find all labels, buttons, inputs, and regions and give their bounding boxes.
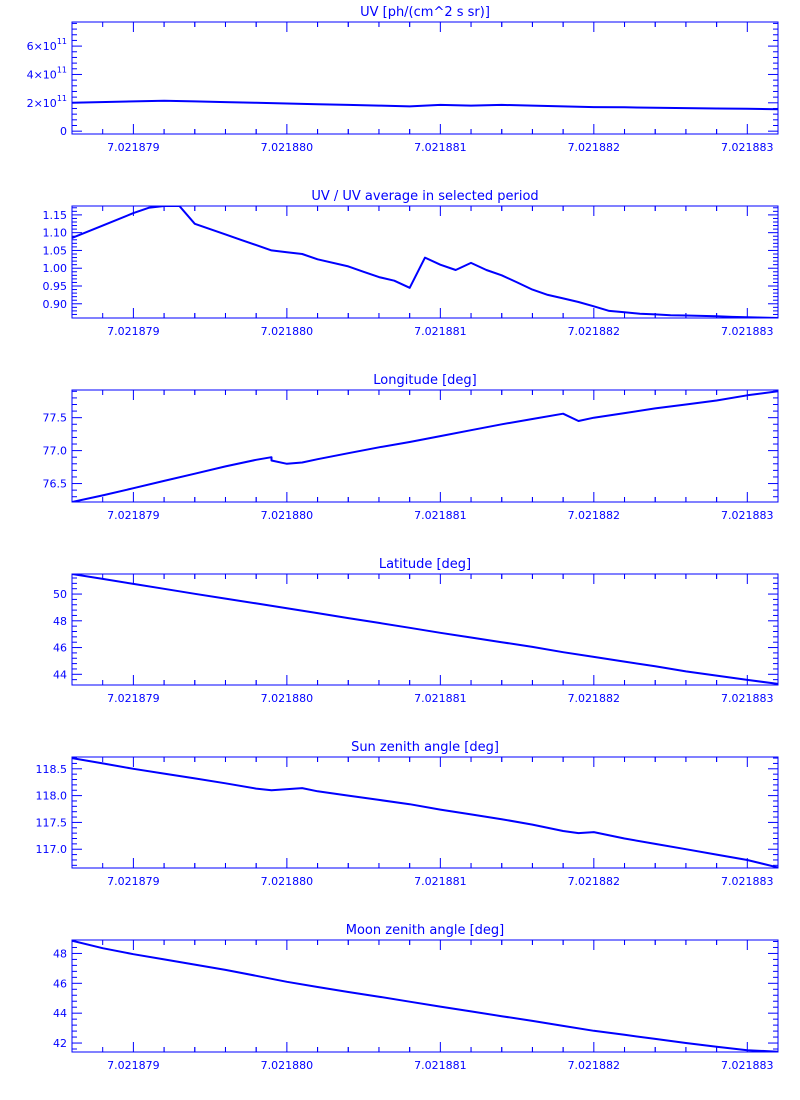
y-tick-label: 2×1011 [27,94,67,110]
x-tick-label: 7.021883 [721,509,774,522]
y-tick-label: 46 [53,642,67,655]
x-tick-label: 7.021880 [261,1059,314,1072]
y-tick-exponent: 11 [57,37,67,46]
chart-title: Moon zenith angle [deg] [346,923,504,938]
series-line [72,206,778,318]
x-tick-label: 7.021881 [414,1059,467,1072]
y-tick-exponent: 11 [57,94,67,103]
y-tick-label: 6×1011 [27,37,67,53]
x-tick-label: 7.021879 [107,325,160,338]
x-tick-label: 7.021883 [721,325,774,338]
x-tick-label: 7.021882 [568,692,621,705]
x-tick-label: 7.021880 [261,692,314,705]
x-tick-label: 7.021882 [568,1059,621,1072]
y-tick-label: 1.10 [43,227,68,240]
chart-title: UV / UV average in selected period [311,189,538,204]
x-tick-label: 7.021881 [414,325,467,338]
plot-frame [71,939,779,1053]
x-tick-label: 7.021879 [107,141,160,154]
plot-frame [71,573,779,686]
chart-panel-4: Latitude [deg] 7.021879 7.021880 7.021881 7.… [53,557,779,705]
y-tick-label: 0 [60,125,67,138]
series-line [72,940,778,1052]
y-tick-label: 77.0 [43,445,68,458]
chart-panel-2: UV / UV average in selected period 7.0218… [43,189,779,338]
x-tick-label: 7.021883 [721,1059,774,1072]
chart-title: Sun zenith angle [deg] [351,740,499,755]
chart-title: UV [ph/(cm^2 s sr)] [360,5,490,20]
chart-panel-5: Sun zenith angle [deg] 7.021879 7.021880 7.… [36,740,779,888]
y-tick-label: 0.90 [43,298,68,311]
series-line [72,574,778,685]
x-tick-label: 7.021880 [261,141,314,154]
y-tick-label: 46 [53,977,67,990]
x-tick-label: 7.021883 [721,692,774,705]
x-tick-label: 7.021879 [107,692,160,705]
x-tick-label: 7.021883 [721,875,774,888]
chart-panel-1: UV [ph/(cm^2 s sr)] 7.021879 7.021880 7.021… [27,5,779,154]
y-tick-exponent: 11 [57,65,67,74]
plot-frame [71,756,779,869]
x-tick-label: 7.021880 [261,325,314,338]
y-tick-label: 118.5 [36,763,68,776]
y-tick-label: 0.95 [43,280,68,293]
x-tick-label: 7.021879 [107,875,160,888]
series-line [72,757,778,868]
y-tick-label: 42 [53,1037,67,1050]
y-tick-label: 4×1011 [27,65,67,81]
y-tick-label: 117.5 [36,816,68,829]
y-tick-label: 1.00 [43,262,68,275]
x-tick-label: 7.021879 [107,509,160,522]
y-tick-label: 118.0 [36,790,68,803]
y-tick-label: 44 [53,668,67,681]
x-tick-label: 7.021882 [568,325,621,338]
x-tick-label: 7.021880 [261,875,314,888]
plot-frame [71,21,779,135]
plot-frame [71,205,779,319]
y-tick-label: 117.0 [36,843,68,856]
y-tick-label: 48 [53,947,67,960]
x-tick-label: 7.021881 [414,875,467,888]
y-tick-mantissa: 6×10 [27,40,57,53]
chart-panel-3: Longitude [deg] 7.021879 7.021880 7.021881 7… [43,373,779,522]
y-tick-label: 44 [53,1007,67,1020]
x-tick-label: 7.021881 [414,692,467,705]
y-tick-label: 1.05 [43,244,68,257]
x-tick-label: 7.021880 [261,509,314,522]
x-tick-label: 7.021882 [568,875,621,888]
y-tick-mantissa: 2×10 [27,97,57,110]
chart-panel-6: Moon zenith angle [deg] 7.021879 7.021880 7… [53,923,779,1072]
y-tick-label: 77.5 [43,412,68,425]
chart-title: Latitude [deg] [379,557,471,572]
y-tick-mantissa: 4×10 [27,68,57,81]
x-tick-label: 7.021882 [568,141,621,154]
y-tick-label: 1.15 [43,209,68,222]
x-tick-label: 7.021881 [414,509,467,522]
plot-frame [71,389,779,503]
series-line [72,99,778,111]
chart-title: Longitude [deg] [373,373,476,388]
x-tick-label: 7.021882 [568,509,621,522]
x-tick-label: 7.021879 [107,1059,160,1072]
y-tick-label: 76.5 [43,478,68,491]
x-tick-label: 7.021881 [414,141,467,154]
x-tick-label: 7.021883 [721,141,774,154]
y-tick-label: 50 [53,588,67,601]
series-line [72,390,778,502]
y-tick-label: 48 [53,615,67,628]
